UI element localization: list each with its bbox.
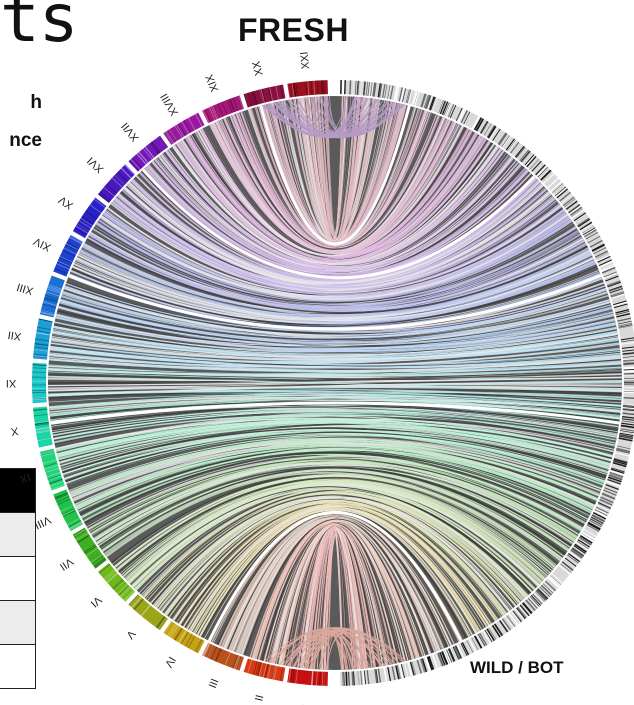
chromosome-label-xi: XI [6, 377, 16, 389]
chromosome-label-vi: VI [88, 594, 104, 610]
chromosome-label-xviii: XVIII [158, 91, 180, 118]
scaffold-texture-line [624, 371, 634, 372]
chromosome-label-xx: XX [250, 59, 265, 77]
chromosome-label-ii: II [252, 693, 265, 702]
scaffold-texture-line [346, 672, 347, 686]
chromosome-label-viii: VIII [32, 513, 52, 531]
chromosome-label-ix: IX [18, 470, 32, 485]
scaffold-texture-line [624, 367, 634, 368]
chromosome-label-xvii: XVII [119, 120, 141, 144]
chromosome-label-xii: XII [7, 328, 22, 342]
chromosome-label-xiv: XIV [31, 234, 53, 253]
chromosome-label-xiii: XIII [15, 280, 34, 296]
chromosome-texture-line [32, 372, 46, 373]
chromosome-label-vii: VII [57, 555, 75, 572]
chromosome-label-x: X [9, 424, 19, 437]
chromosome-label-xv: XV [56, 193, 75, 212]
fresh-label: FRESH [238, 12, 349, 49]
chromosome-label-xxi: XXI [299, 51, 313, 70]
chromosome-label-iv: IV [162, 654, 178, 670]
chromosome-texture-line [324, 80, 325, 94]
chromosome-label-v: V [123, 628, 137, 642]
chromosome-label-xvi: XVI [85, 154, 106, 175]
scaffold-texture-line [624, 398, 634, 399]
chromosome-label-xix: XIX [203, 72, 221, 94]
chromosome-label-iii: III [205, 677, 220, 690]
chromosome-arc-xi [32, 363, 47, 404]
wild-bot-label: WILD / BOT [470, 658, 563, 678]
